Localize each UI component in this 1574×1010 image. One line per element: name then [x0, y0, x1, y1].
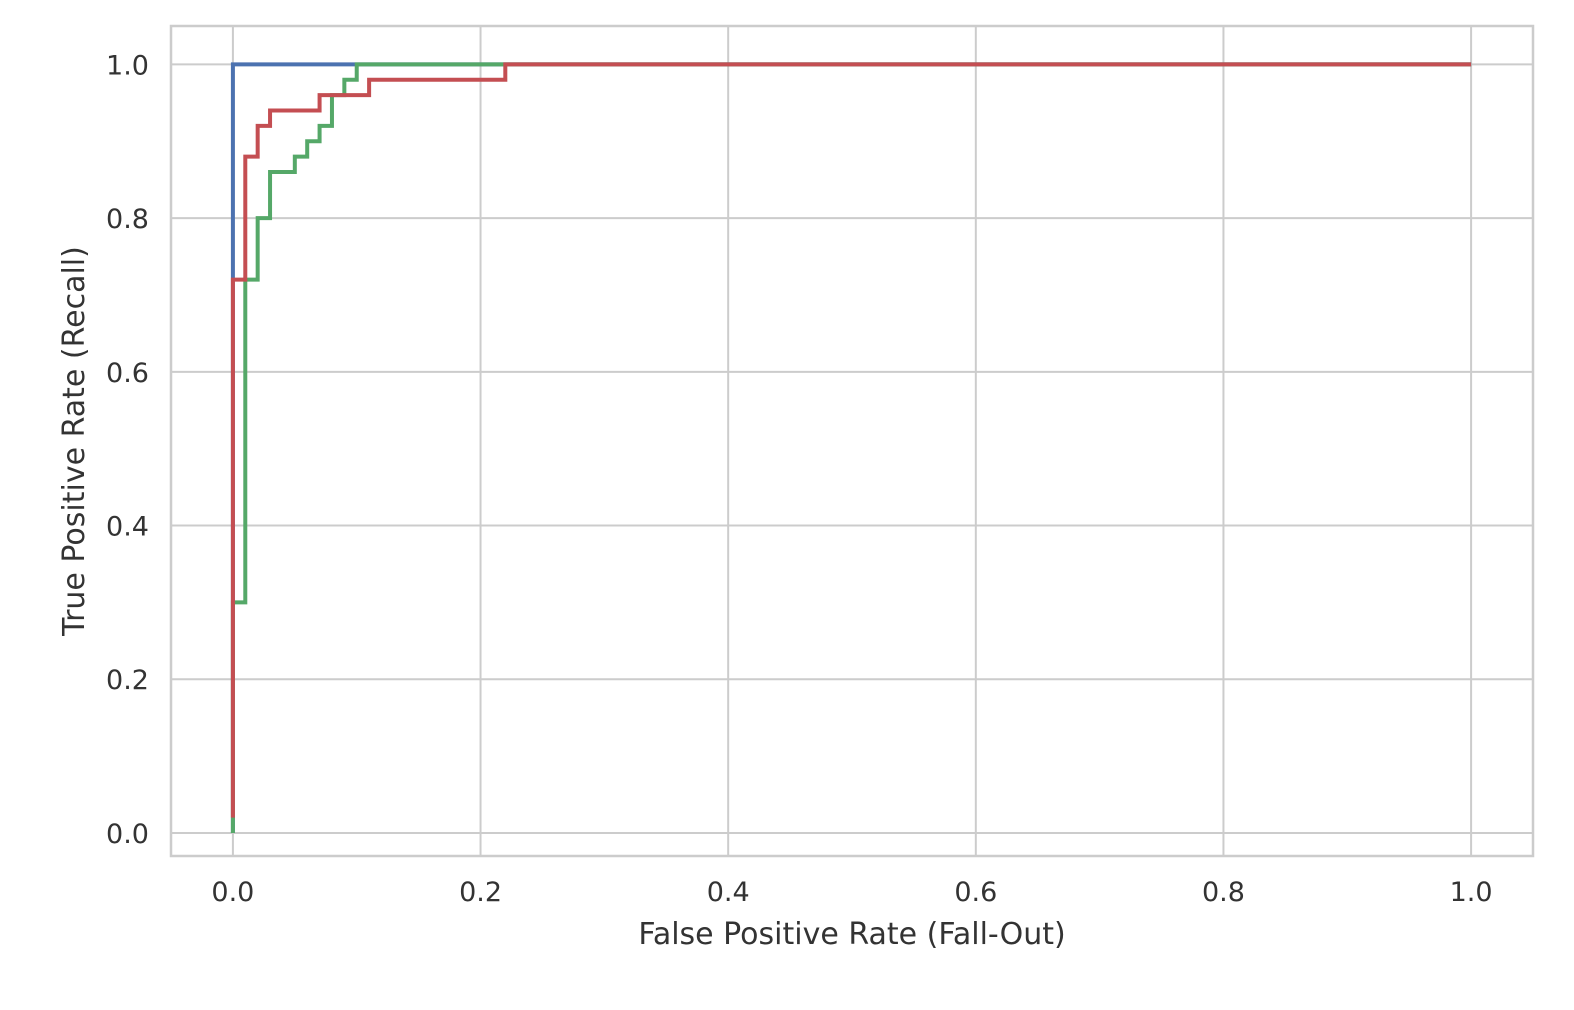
y-tick-label: 0.4: [106, 512, 149, 543]
x-tick-label: 0.2: [459, 877, 502, 908]
x-tick-label: 0.0: [211, 877, 254, 908]
x-tick-labels: 0.0 0.2 0.4 0.6 0.8 1.0: [211, 877, 1492, 908]
series-group: [230, 62, 1472, 833]
series-line-3: [230, 62, 1472, 818]
y-tick-label: 0.0: [106, 819, 149, 850]
x-axis-label: False Positive Rate (Fall-Out): [638, 917, 1065, 952]
x-tick-label: 0.4: [707, 877, 750, 908]
y-tick-label: 0.2: [106, 665, 149, 696]
y-tick-labels: 0.0 0.2 0.4 0.6 0.8 1.0: [106, 50, 149, 850]
plot-frame: [169, 24, 1535, 858]
y-axis-label: True Positive Rate (Recall): [57, 246, 92, 637]
y-tick-label: 1.0: [106, 50, 149, 81]
x-tick-label: 0.6: [954, 877, 997, 908]
plot-area: [171, 26, 1533, 856]
series-line-2: [230, 62, 1472, 833]
x-tick-label: 1.0: [1450, 877, 1493, 908]
y-tick-label: 0.8: [106, 204, 149, 235]
x-tick-label: 0.8: [1202, 877, 1245, 908]
y-tick-label: 0.6: [106, 358, 149, 389]
